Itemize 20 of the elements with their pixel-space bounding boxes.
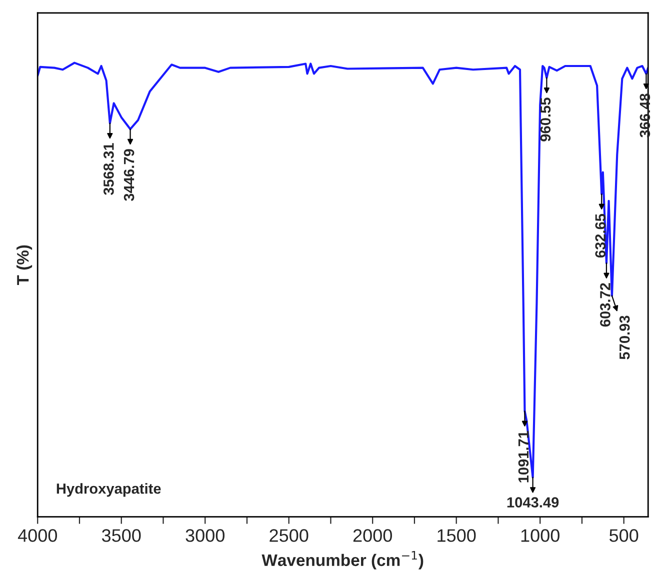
x-tick-label: 2000 — [353, 529, 392, 542]
x-tick-label: 1000 — [521, 529, 560, 542]
x-axis-title: Wavenumber (cm$^{−1}$) — [262, 551, 424, 570]
annotation: 632.65 — [595, 214, 606, 258]
x-tick-label: 4000 — [18, 529, 57, 542]
annotation: 1091.71 — [518, 430, 529, 482]
x-tick-label: 2500 — [270, 529, 308, 542]
x-tick-label: 500 — [609, 529, 638, 542]
y-axis-title: T (%) — [16, 245, 32, 286]
annotation: 3446.79 — [124, 149, 134, 201]
annotation: 366.48 — [640, 94, 650, 138]
x-tick-label: 1500 — [438, 529, 476, 542]
annotation: Hydroxyapatite — [56, 483, 161, 497]
x-tick-label: 3000 — [186, 529, 224, 542]
annotation: 960.55 — [540, 98, 551, 142]
annotation: 3568.31 — [104, 143, 114, 196]
annotation: 603.72 — [600, 283, 610, 327]
x-tick-label: 3500 — [102, 529, 141, 542]
annotation: 570.93 — [619, 316, 630, 360]
annotation: 1043.49 — [507, 497, 559, 508]
